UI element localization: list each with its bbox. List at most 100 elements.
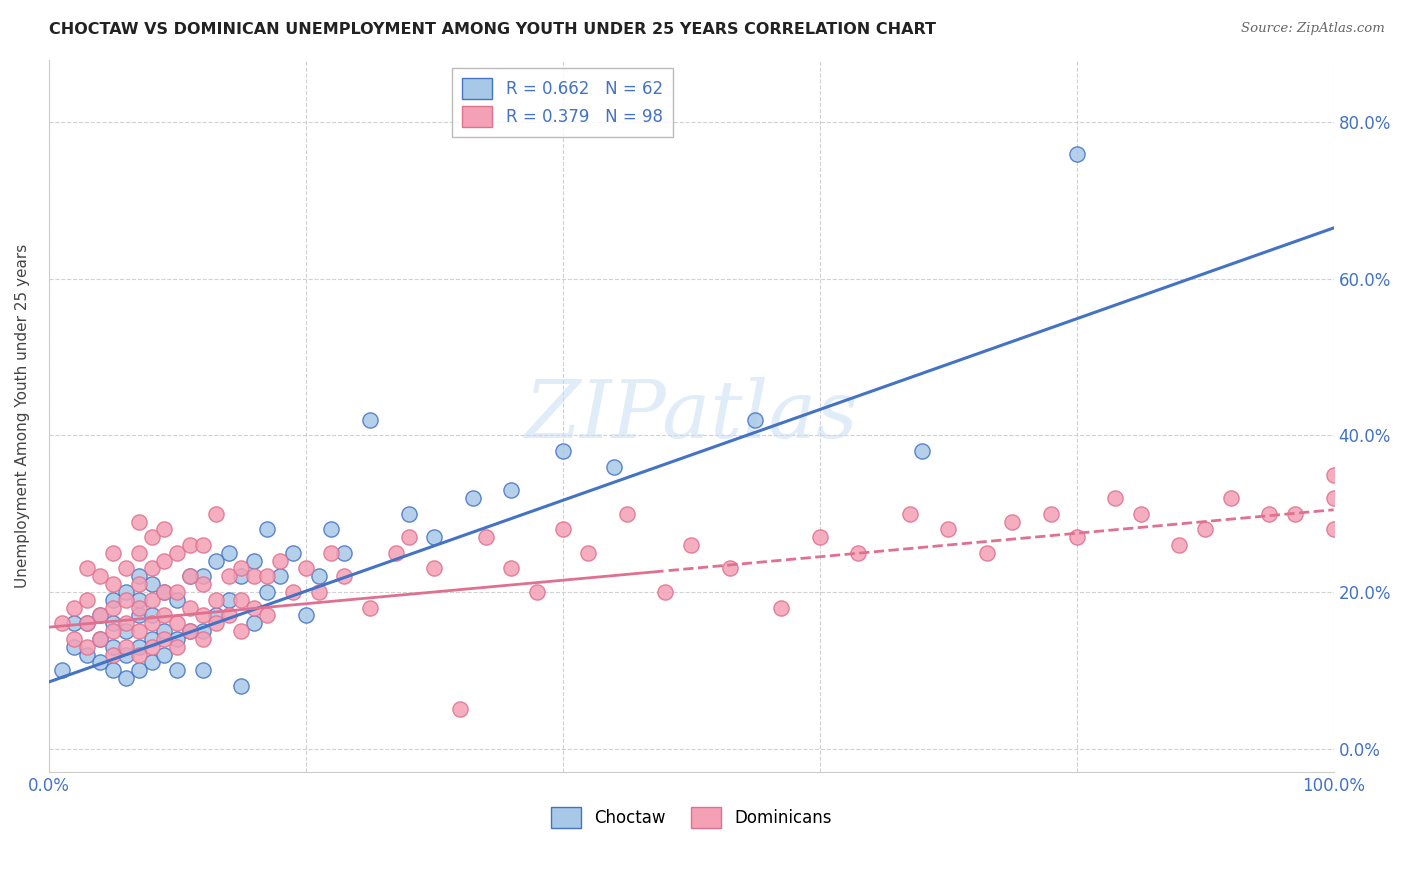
Point <box>681 538 703 552</box>
Point <box>128 608 150 623</box>
Point <box>76 616 98 631</box>
Point <box>128 577 150 591</box>
Point <box>76 561 98 575</box>
Point <box>1258 507 1281 521</box>
Point <box>936 522 959 536</box>
Point <box>1323 467 1346 482</box>
Point <box>191 663 214 677</box>
Point <box>128 663 150 677</box>
Point <box>359 600 381 615</box>
Point <box>1104 491 1126 505</box>
Point <box>204 507 226 521</box>
Point <box>63 600 86 615</box>
Point <box>1039 507 1062 521</box>
Point <box>526 585 548 599</box>
Point <box>179 538 201 552</box>
Point <box>115 624 138 639</box>
Point <box>911 444 934 458</box>
Point <box>141 656 163 670</box>
Point <box>1001 515 1024 529</box>
Point <box>141 640 163 654</box>
Point <box>231 592 253 607</box>
Point <box>231 679 253 693</box>
Point <box>153 585 176 599</box>
Point <box>101 592 124 607</box>
Point <box>231 569 253 583</box>
Point <box>1194 522 1216 536</box>
Point <box>141 530 163 544</box>
Point <box>359 413 381 427</box>
Point <box>128 569 150 583</box>
Point <box>1066 146 1088 161</box>
Point <box>101 577 124 591</box>
Point <box>166 632 188 646</box>
Point <box>1066 530 1088 544</box>
Point <box>308 569 330 583</box>
Point <box>1219 491 1241 505</box>
Point <box>191 538 214 552</box>
Point <box>603 459 626 474</box>
Point <box>281 546 304 560</box>
Point <box>1168 538 1191 552</box>
Point <box>141 608 163 623</box>
Point <box>294 608 316 623</box>
Point <box>101 624 124 639</box>
Point <box>616 507 638 521</box>
Point <box>243 600 266 615</box>
Point <box>218 569 240 583</box>
Point <box>179 569 201 583</box>
Point <box>63 632 86 646</box>
Point <box>166 585 188 599</box>
Point <box>141 577 163 591</box>
Point <box>89 656 111 670</box>
Point <box>101 648 124 662</box>
Point <box>1323 491 1346 505</box>
Point <box>976 546 998 560</box>
Point <box>128 600 150 615</box>
Point <box>179 600 201 615</box>
Point <box>89 608 111 623</box>
Point <box>128 515 150 529</box>
Point <box>256 585 278 599</box>
Point <box>321 546 343 560</box>
Point <box>153 522 176 536</box>
Point <box>191 632 214 646</box>
Point <box>1129 507 1152 521</box>
Point <box>449 702 471 716</box>
Point <box>898 507 921 521</box>
Point <box>101 640 124 654</box>
Point <box>321 522 343 536</box>
Point <box>51 663 73 677</box>
Point <box>89 632 111 646</box>
Point <box>398 530 420 544</box>
Point <box>461 491 484 505</box>
Point <box>153 632 176 646</box>
Y-axis label: Unemployment Among Youth under 25 years: Unemployment Among Youth under 25 years <box>15 244 30 588</box>
Point <box>551 444 574 458</box>
Point <box>218 592 240 607</box>
Point <box>76 640 98 654</box>
Point <box>141 616 163 631</box>
Point <box>423 561 446 575</box>
Point <box>718 561 741 575</box>
Text: ZIPatlas: ZIPatlas <box>524 377 858 455</box>
Point <box>654 585 676 599</box>
Point <box>333 569 356 583</box>
Point <box>474 530 496 544</box>
Point <box>501 561 523 575</box>
Point <box>191 577 214 591</box>
Point <box>770 600 793 615</box>
Point <box>256 608 278 623</box>
Point <box>281 585 304 599</box>
Point <box>128 546 150 560</box>
Point <box>191 569 214 583</box>
Point <box>846 546 869 560</box>
Point <box>398 507 420 521</box>
Point <box>128 648 150 662</box>
Point <box>166 640 188 654</box>
Point <box>204 608 226 623</box>
Point <box>179 569 201 583</box>
Point <box>115 561 138 575</box>
Point <box>89 608 111 623</box>
Point <box>243 554 266 568</box>
